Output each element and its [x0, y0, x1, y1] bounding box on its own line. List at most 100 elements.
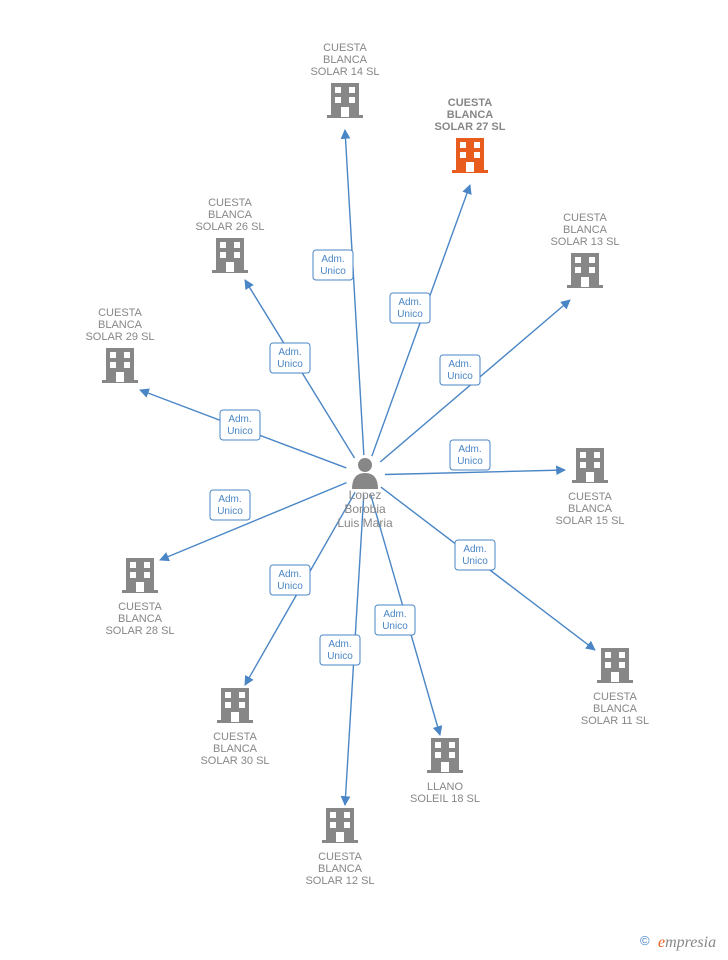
company-label: BLANCA [208, 209, 253, 221]
edge-label-line: Adm. [278, 569, 301, 580]
building-icon [102, 348, 138, 383]
company-label: CUESTA [208, 197, 252, 209]
edge-label-line: Unico [277, 359, 303, 370]
building-icon [122, 558, 158, 593]
company-node[interactable]: CUESTABLANCASOLAR 26 SL [195, 197, 264, 273]
company-label: SOLEIL 18 SL [410, 793, 480, 805]
edge-label-line: Adm. [321, 254, 344, 265]
company-label: CUESTA [563, 212, 607, 224]
company-node[interactable]: CUESTABLANCASOLAR 12 SL [305, 808, 374, 887]
relation-edge [345, 130, 364, 455]
building-icon [212, 238, 248, 273]
edge-label: Adm.Unico [450, 440, 490, 470]
company-label: BLANCA [98, 319, 143, 331]
company-label: SOLAR 26 SL [195, 221, 264, 233]
edge-label: Adm.Unico [440, 355, 480, 385]
company-label: CUESTA [568, 491, 612, 503]
edge-label-line: Unico [217, 506, 243, 517]
footer-brand: © empresia [640, 933, 716, 951]
person-icon [352, 458, 378, 489]
building-icon [322, 808, 358, 843]
building-icon [452, 138, 488, 173]
building-icon [427, 738, 463, 773]
company-label: BLANCA [593, 703, 638, 715]
building-icon [572, 448, 608, 483]
relation-edge [385, 470, 565, 475]
brand-rest: mpresia [665, 934, 716, 951]
company-label: SOLAR 30 SL [200, 755, 269, 767]
edge-label-line: Unico [227, 426, 253, 437]
edge-label-line: Adm. [228, 414, 251, 425]
company-label: BLANCA [568, 503, 613, 515]
center-label: Luis Maria [337, 516, 393, 530]
company-label: CUESTA [213, 731, 257, 743]
edge-label-line: Unico [320, 266, 346, 277]
company-node[interactable]: CUESTABLANCASOLAR 14 SL [310, 42, 379, 118]
edge-label-line: Unico [277, 581, 303, 592]
relation-edge [160, 483, 347, 560]
edge-label-line: Unico [462, 556, 488, 567]
company-label: BLANCA [213, 743, 258, 755]
edge-label: Adm.Unico [390, 293, 430, 323]
edge-label: Adm.Unico [270, 343, 310, 373]
company-node[interactable]: CUESTABLANCASOLAR 15 SL [555, 448, 624, 527]
edge-label-line: Adm. [398, 297, 421, 308]
company-label: SOLAR 28 SL [105, 625, 174, 637]
edge-label: Adm.Unico [270, 565, 310, 595]
edge-label-line: Adm. [383, 609, 406, 620]
company-label: SOLAR 12 SL [305, 875, 374, 887]
center-label: Borobia [344, 502, 386, 516]
copyright-symbol: © [640, 933, 650, 948]
company-node[interactable]: CUESTABLANCASOLAR 27 SL [435, 97, 506, 173]
company-label: BLANCA [318, 863, 363, 875]
center-label: Lopez [349, 488, 382, 502]
company-node[interactable]: LLANOSOLEIL 18 SL [410, 738, 480, 805]
company-label: SOLAR 14 SL [310, 66, 379, 78]
company-label: BLANCA [563, 224, 608, 236]
company-label: BLANCA [323, 54, 368, 66]
company-node[interactable]: CUESTABLANCASOLAR 28 SL [105, 558, 174, 637]
edge-label-line: Adm. [458, 444, 481, 455]
edge-label-line: Adm. [328, 639, 351, 650]
edge-label: Adm.Unico [455, 540, 495, 570]
building-icon [327, 83, 363, 118]
edge-label: Adm.Unico [375, 605, 415, 635]
edge-label-line: Unico [457, 456, 483, 467]
company-label: SOLAR 29 SL [85, 331, 154, 343]
company-node[interactable]: CUESTABLANCASOLAR 11 SL [581, 648, 649, 727]
edge-label-line: Unico [382, 621, 408, 632]
svg-text:empresia: empresia [658, 934, 716, 951]
company-label: CUESTA [448, 97, 492, 109]
company-label: CUESTA [118, 601, 162, 613]
company-label: SOLAR 15 SL [555, 515, 624, 527]
edge-label-line: Unico [397, 309, 423, 320]
building-icon [597, 648, 633, 683]
company-label: BLANCA [118, 613, 163, 625]
company-node[interactable]: CUESTABLANCASOLAR 13 SL [550, 212, 619, 288]
company-node[interactable]: CUESTABLANCASOLAR 30 SL [200, 688, 269, 767]
edge-label: Adm.Unico [210, 490, 250, 520]
edge-label: Adm.Unico [320, 635, 360, 665]
edge-label-line: Adm. [463, 544, 486, 555]
building-icon [567, 253, 603, 288]
company-label: BLANCA [447, 109, 493, 121]
edge-labels-layer: Adm.UnicoAdm.UnicoAdm.UnicoAdm.UnicoAdm.… [210, 250, 495, 665]
edge-label: Adm.Unico [220, 410, 260, 440]
company-label: SOLAR 11 SL [581, 715, 649, 727]
edge-label-line: Adm. [448, 359, 471, 370]
edge-label-line: Adm. [278, 347, 301, 358]
company-label: CUESTA [318, 851, 362, 863]
company-label: LLANO [427, 781, 464, 793]
center-node: LopezBorobiaLuis Maria [337, 458, 393, 530]
edge-label: Adm.Unico [313, 250, 353, 280]
company-node[interactable]: CUESTABLANCASOLAR 29 SL [85, 307, 154, 383]
edge-label-line: Unico [447, 371, 473, 382]
brand-e: e [658, 934, 665, 951]
company-label: CUESTA [323, 42, 367, 54]
company-label: CUESTA [593, 691, 637, 703]
company-label: SOLAR 27 SL [435, 121, 506, 133]
edge-label-line: Adm. [218, 494, 241, 505]
edge-label-line: Unico [327, 651, 353, 662]
building-icon [217, 688, 253, 723]
company-label: SOLAR 13 SL [550, 236, 619, 248]
